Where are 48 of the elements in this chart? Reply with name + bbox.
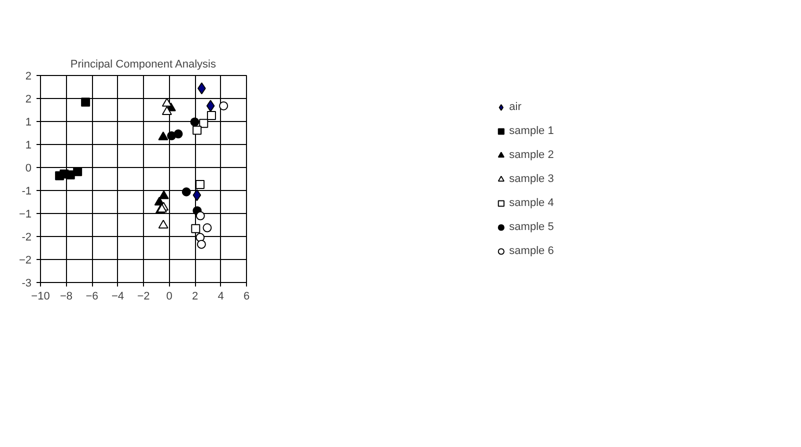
- legend-label: sample 2: [509, 148, 554, 160]
- y-tick-label: 1: [25, 140, 32, 152]
- y-tick-label: 2: [25, 94, 32, 106]
- x-tick-label: 4: [218, 290, 224, 302]
- y-tick-label: -2: [22, 232, 32, 244]
- point: [158, 190, 169, 200]
- point: [190, 117, 200, 126]
- point: [202, 223, 212, 232]
- y-tick-label: 2: [25, 70, 32, 82]
- point: [206, 111, 216, 120]
- point: [192, 126, 202, 135]
- point: [182, 187, 191, 196]
- point: [192, 189, 202, 202]
- point: [162, 106, 172, 115]
- y-tick-label: -1: [22, 186, 32, 198]
- x-tick-label: −10: [31, 290, 50, 302]
- chart-title: Principal Component Analysis: [70, 58, 216, 70]
- legend-label: sample 6: [509, 244, 554, 256]
- y-tick-label: −2: [18, 254, 32, 266]
- point: [219, 101, 228, 110]
- x-tick-label: 0: [166, 290, 172, 302]
- y-tick-label: −1: [18, 208, 32, 220]
- y-tick-label: 0: [25, 162, 32, 174]
- point: [199, 118, 208, 128]
- x-tick-label: −8: [60, 290, 73, 302]
- legend-label: sample 5: [509, 220, 554, 232]
- point: [191, 224, 200, 234]
- y-tick-label: -3: [22, 278, 32, 290]
- point: [158, 131, 168, 140]
- point: [196, 180, 205, 190]
- point: [158, 220, 168, 229]
- x-tick-label: −2: [137, 290, 150, 302]
- y-tick-label: 1: [25, 116, 32, 128]
- legend-label: sample 4: [509, 196, 554, 208]
- point: [196, 240, 206, 249]
- point: [73, 167, 82, 176]
- legend-label: sample 1: [509, 124, 554, 136]
- point: [174, 129, 183, 138]
- point: [206, 100, 215, 112]
- x-tick-label: 2: [192, 290, 198, 302]
- x-tick-label: −4: [111, 290, 124, 302]
- point: [162, 98, 172, 107]
- point: [196, 211, 205, 220]
- point: [81, 98, 90, 107]
- legend-label: sample 3: [509, 172, 554, 184]
- x-tick-label: −6: [86, 290, 98, 302]
- x-tick-label: 6: [243, 290, 250, 302]
- legend-label: air: [509, 100, 522, 112]
